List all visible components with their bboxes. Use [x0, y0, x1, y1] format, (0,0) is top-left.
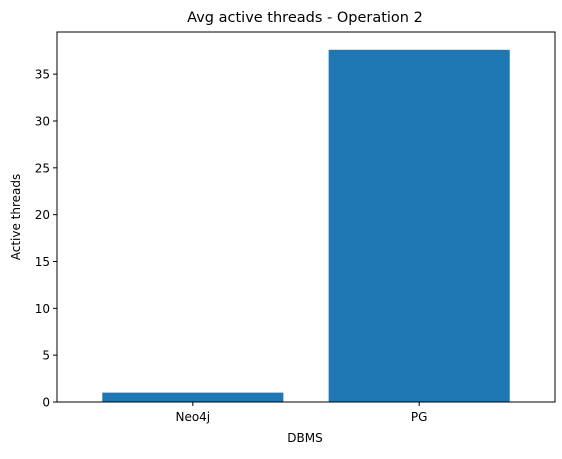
- bars-layer: [102, 49, 510, 402]
- y-tick-label: 15: [35, 255, 50, 269]
- bar-pg: [328, 49, 510, 402]
- x-tick-label: Neo4j: [175, 410, 210, 424]
- x-axis-label: DBMS: [287, 431, 322, 445]
- chart-title: Avg active threads - Operation 2: [187, 10, 423, 26]
- y-axis-ticks: 0 5 10 15 20 25 30 35: [35, 68, 57, 410]
- y-tick-label: 10: [35, 302, 50, 316]
- y-axis-label: Active threads: [9, 174, 23, 261]
- y-tick-label: 0: [42, 396, 50, 410]
- y-tick-label: 30: [35, 114, 50, 128]
- y-tick-label: 35: [35, 68, 50, 82]
- y-tick-label: 25: [35, 161, 50, 175]
- x-axis-ticks: Neo4j PG: [175, 402, 427, 424]
- plot-frame: [56, 31, 556, 403]
- x-tick-label: PG: [411, 410, 428, 424]
- bar-neo4j: [102, 392, 284, 402]
- y-tick-label: 20: [35, 208, 50, 222]
- y-tick-label: 5: [42, 349, 50, 363]
